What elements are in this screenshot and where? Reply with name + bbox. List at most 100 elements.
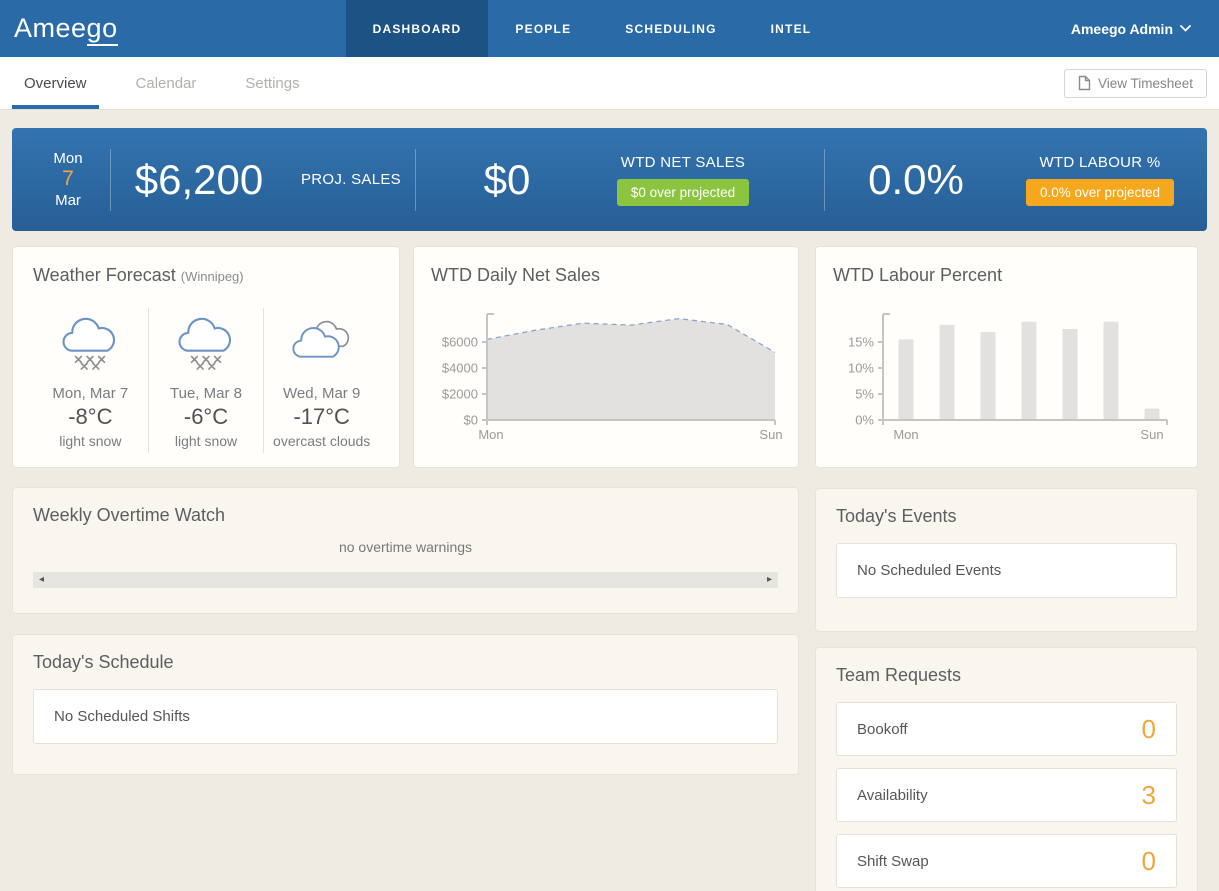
team-request-label: Bookoff bbox=[857, 721, 908, 738]
chevron-down-icon bbox=[1180, 25, 1191, 32]
team-request-shift-swap[interactable]: Shift Swap 0 bbox=[836, 834, 1177, 888]
svg-text:0%: 0% bbox=[855, 413, 874, 428]
weather-day: Wed, Mar 9 -17°C overcast clouds bbox=[263, 308, 379, 453]
weather-day: Mon, Mar 7 -8°C light snow bbox=[33, 308, 148, 453]
todays-schedule-empty: No Scheduled Shifts bbox=[33, 689, 778, 744]
weather-day-condition: overcast clouds bbox=[264, 433, 379, 449]
net-sales-badge: $0 over projected bbox=[617, 179, 749, 206]
net-sales-chart-title: WTD Daily Net Sales bbox=[431, 265, 781, 286]
top-navbar: Ameego DASHBOARD PEOPLE SCHEDULING INTEL… bbox=[0, 0, 1219, 57]
snow-cloud-icon bbox=[59, 314, 121, 370]
user-menu-label: Ameego Admin bbox=[1071, 21, 1173, 37]
svg-text:$6000: $6000 bbox=[442, 335, 478, 350]
left-column: Weekly Overtime Watch no overtime warnin… bbox=[12, 487, 799, 775]
app-logo-text-underlined: go bbox=[87, 13, 118, 46]
team-request-count: 0 bbox=[1142, 714, 1156, 745]
svg-text:Mon: Mon bbox=[893, 427, 918, 442]
weather-days: Mon, Mar 7 -8°C light snow Tue, Mar 8 -6… bbox=[33, 308, 379, 453]
scroll-right-icon[interactable]: ▸ bbox=[767, 575, 772, 585]
todays-events-title: Today's Events bbox=[836, 506, 1177, 527]
svg-text:Mon: Mon bbox=[478, 427, 503, 442]
labour-percent-value: 0.0% bbox=[825, 156, 1007, 204]
weather-day: Tue, Mar 8 -6°C light snow bbox=[148, 308, 264, 453]
scroll-left-icon[interactable]: ◂ bbox=[39, 575, 44, 585]
todays-schedule-card: Today's Schedule No Scheduled Shifts bbox=[12, 634, 799, 775]
overtime-watch-title: Weekly Overtime Watch bbox=[33, 505, 778, 526]
labour-percent-label: WTD LABOUR % bbox=[1039, 154, 1160, 171]
weather-day-temp: -8°C bbox=[33, 404, 148, 430]
nav-item-scheduling[interactable]: SCHEDULING bbox=[598, 0, 743, 57]
team-requests-card: Team Requests Bookoff 0 Availability 3 S… bbox=[815, 647, 1198, 891]
weather-day-condition: light snow bbox=[149, 433, 264, 449]
net-sales-chart: $6000 $4000 $2000 $0Mon Sun bbox=[431, 308, 781, 463]
weather-day-date: Mon, Mar 7 bbox=[33, 385, 148, 402]
snow-cloud-icon bbox=[175, 314, 237, 370]
overtime-empty-text: no overtime warnings bbox=[33, 539, 778, 555]
svg-text:$4000: $4000 bbox=[442, 361, 478, 376]
team-request-label: Shift Swap bbox=[857, 853, 929, 870]
labour-percent-chart-title: WTD Labour Percent bbox=[833, 265, 1180, 286]
tab-calendar[interactable]: Calendar bbox=[124, 57, 209, 109]
banner-date-day: 7 bbox=[40, 167, 96, 191]
team-requests-list: Bookoff 0 Availability 3 Shift Swap 0 bbox=[836, 702, 1177, 888]
team-request-count: 3 bbox=[1142, 780, 1156, 811]
weather-title-text: Weather Forecast bbox=[33, 265, 176, 285]
secondary-tabbar: Overview Calendar Settings View Timeshee… bbox=[0, 57, 1219, 110]
dashboard-content: Mon 7 Mar $6,200 PROJ. SALES $0 WTD NET … bbox=[0, 128, 1219, 891]
weather-location-text: (Winnipeg) bbox=[181, 269, 244, 284]
kpi-banner: Mon 7 Mar $6,200 PROJ. SALES $0 WTD NET … bbox=[12, 128, 1207, 231]
weather-forecast-card: Weather Forecast (Winnipeg) Mon, Mar 7 -… bbox=[12, 246, 400, 468]
nav-item-dashboard[interactable]: DASHBOARD bbox=[346, 0, 489, 57]
right-column: Today's Events No Scheduled Events Team … bbox=[815, 487, 1198, 891]
weather-day-temp: -6°C bbox=[149, 404, 264, 430]
primary-nav: DASHBOARD PEOPLE SCHEDULING INTEL bbox=[346, 0, 839, 57]
labour-percent-chart: 15% 10% 5% 0% Mon Sun bbox=[833, 308, 1180, 463]
nav-item-intel[interactable]: INTEL bbox=[744, 0, 839, 57]
labour-percent-chart-card: WTD Labour Percent 15% 10% 5% 0% Mon Sun bbox=[815, 246, 1198, 468]
view-timesheet-button[interactable]: View Timesheet bbox=[1064, 69, 1207, 98]
view-timesheet-label: View Timesheet bbox=[1098, 76, 1193, 91]
team-request-label: Availability bbox=[857, 787, 928, 804]
team-request-count: 0 bbox=[1142, 846, 1156, 877]
net-sales-value: $0 bbox=[416, 156, 598, 204]
projected-sales-value: $6,200 bbox=[111, 156, 287, 204]
banner-date: Mon 7 Mar bbox=[40, 150, 96, 209]
net-sales-label: WTD NET SALES bbox=[621, 154, 745, 171]
banner-date-weekday: Mon bbox=[40, 150, 96, 167]
todays-events-empty: No Scheduled Events bbox=[836, 543, 1177, 598]
todays-events-card: Today's Events No Scheduled Events bbox=[815, 488, 1198, 632]
todays-schedule-title: Today's Schedule bbox=[33, 652, 778, 673]
svg-text:Sun: Sun bbox=[759, 427, 782, 442]
document-icon bbox=[1078, 75, 1091, 91]
cards-columns: Weekly Overtime Watch no overtime warnin… bbox=[12, 487, 1207, 891]
weather-day-condition: light snow bbox=[33, 433, 148, 449]
weather-day-date: Wed, Mar 9 bbox=[264, 385, 379, 402]
tab-overview[interactable]: Overview bbox=[12, 57, 99, 109]
banner-date-month: Mar bbox=[40, 192, 96, 209]
team-requests-title: Team Requests bbox=[836, 665, 1177, 686]
net-sales-block: WTD NET SALES $0 over projected bbox=[598, 154, 768, 206]
weather-card-title: Weather Forecast (Winnipeg) bbox=[33, 265, 379, 286]
app-logo-text: Amee bbox=[14, 13, 87, 43]
cards-row-1: Weather Forecast (Winnipeg) Mon, Mar 7 -… bbox=[12, 246, 1207, 468]
svg-text:Sun: Sun bbox=[1140, 427, 1163, 442]
horizontal-scrollbar[interactable]: ◂ ▸ bbox=[33, 572, 778, 588]
weather-day-temp: -17°C bbox=[264, 404, 379, 430]
svg-text:10%: 10% bbox=[848, 361, 874, 376]
app-logo[interactable]: Ameego bbox=[14, 13, 118, 44]
tab-settings[interactable]: Settings bbox=[233, 57, 311, 109]
labour-percent-block: WTD LABOUR % 0.0% over projected bbox=[1007, 154, 1193, 206]
nav-item-people[interactable]: PEOPLE bbox=[488, 0, 598, 57]
svg-text:15%: 15% bbox=[848, 335, 874, 350]
user-menu[interactable]: Ameego Admin bbox=[1071, 0, 1191, 57]
weather-day-date: Tue, Mar 8 bbox=[149, 385, 264, 402]
labour-percent-badge: 0.0% over projected bbox=[1026, 179, 1174, 206]
projected-sales-label: PROJ. SALES bbox=[287, 171, 415, 188]
overtime-watch-card: Weekly Overtime Watch no overtime warnin… bbox=[12, 487, 799, 614]
net-sales-chart-card: WTD Daily Net Sales $6000 $4000 $2000 $0Mon… bbox=[413, 246, 799, 468]
svg-text:$2000: $2000 bbox=[442, 387, 478, 402]
svg-text:$0: $0 bbox=[464, 413, 478, 428]
team-request-bookoff[interactable]: Bookoff 0 bbox=[836, 702, 1177, 756]
svg-text:5%: 5% bbox=[855, 387, 874, 402]
team-request-availability[interactable]: Availability 3 bbox=[836, 768, 1177, 822]
